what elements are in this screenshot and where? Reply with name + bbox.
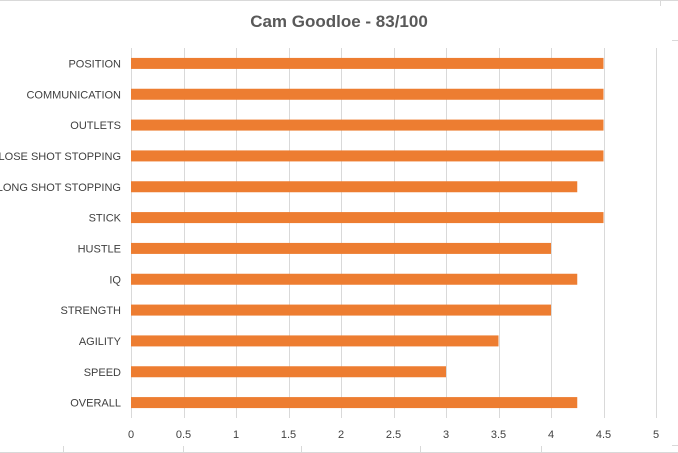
x-tick-label: 2.5 bbox=[386, 429, 401, 441]
bar bbox=[131, 181, 578, 193]
bar bbox=[131, 119, 604, 131]
bar bbox=[131, 57, 604, 69]
bar bbox=[131, 397, 578, 409]
category-label: OUTLETS bbox=[70, 120, 121, 132]
x-tick-label: 1 bbox=[233, 429, 239, 441]
category-labels: POSITION COMMUNICATION OUTLETS CLOSE SHOT S… bbox=[0, 58, 122, 409]
category-label: STRENGTH bbox=[61, 305, 122, 317]
x-tick-label: 4 bbox=[548, 429, 554, 441]
category-label: COMMUNICATION bbox=[26, 89, 121, 101]
x-tick-label: 4.5 bbox=[596, 429, 611, 441]
category-label: HUSTLE bbox=[78, 243, 121, 255]
chart-title: Cam Goodloe - 83/100 bbox=[250, 12, 428, 31]
bar bbox=[131, 242, 551, 254]
category-label: OVERALL bbox=[70, 398, 121, 410]
bar bbox=[131, 212, 604, 224]
x-tick-label: 2 bbox=[338, 429, 344, 441]
bar bbox=[131, 150, 604, 162]
x-tick-label: 5 bbox=[653, 429, 659, 441]
bar bbox=[131, 304, 551, 316]
bars bbox=[131, 57, 604, 409]
x-tick-labels: 0 0.5 1 1.5 2 2.5 3 3.5 4 4.5 5 bbox=[128, 429, 659, 441]
category-label: POSITION bbox=[68, 58, 121, 70]
category-label: AGILITY bbox=[79, 336, 122, 348]
category-label: SPEED bbox=[84, 367, 121, 379]
bar bbox=[131, 366, 446, 378]
x-tick-label: 3.5 bbox=[491, 429, 506, 441]
x-gridlines bbox=[131, 48, 657, 418]
bar bbox=[131, 273, 578, 285]
x-tick-label: 1.5 bbox=[281, 429, 296, 441]
category-label: CLOSE SHOT STOPPING bbox=[0, 151, 121, 163]
bar bbox=[131, 88, 604, 100]
category-label: IQ bbox=[109, 274, 121, 286]
category-label: LONG SHOT STOPPING bbox=[0, 182, 121, 194]
category-label: STICK bbox=[89, 213, 122, 225]
x-tick-label: 0 bbox=[128, 429, 134, 441]
x-tick-label: 0.5 bbox=[176, 429, 191, 441]
x-tick-label: 3 bbox=[443, 429, 449, 441]
bar bbox=[131, 335, 499, 347]
